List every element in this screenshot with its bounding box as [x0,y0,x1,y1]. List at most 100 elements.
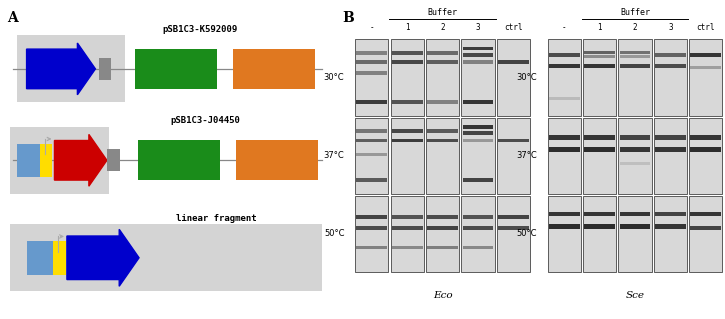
Bar [357,130,387,133]
Text: 30°C: 30°C [324,73,344,82]
Text: A: A [7,11,17,25]
Bar [355,39,389,116]
Bar [463,178,494,182]
Bar [426,196,459,272]
Bar [463,60,494,64]
Bar [497,117,530,194]
Bar [690,53,721,56]
Text: 37°C: 37°C [323,151,344,160]
Bar [547,196,581,272]
Bar [654,39,687,116]
Text: pSB1C3-J04450: pSB1C3-J04450 [170,116,240,125]
FancyArrow shape [54,134,107,186]
Bar [461,196,494,272]
Text: linear fragment: linear fragment [176,214,257,223]
Bar [463,246,494,249]
Bar [690,147,721,152]
Bar [357,178,387,182]
Bar [357,100,387,104]
Bar [40,144,52,177]
Text: 30°C: 30°C [516,73,537,82]
Text: 37°C: 37°C [516,151,537,160]
Bar [497,39,530,116]
Bar [654,117,687,194]
Bar [498,215,529,219]
Bar [392,130,423,133]
Text: Buffer: Buffer [428,8,457,17]
Text: Eco: Eco [433,292,452,300]
Bar [392,60,423,64]
Bar [584,64,615,68]
Bar [547,39,581,116]
Bar [584,212,615,216]
Bar [498,226,529,230]
Bar [107,149,120,171]
Bar [463,215,494,219]
Bar [461,117,494,194]
Bar [138,140,220,180]
Bar [655,64,686,68]
Bar [498,60,529,64]
Bar [549,224,579,229]
Bar [690,135,721,140]
Bar [426,39,459,116]
Bar [620,212,650,216]
Bar [618,117,652,194]
Bar [618,196,652,272]
Bar [357,153,387,156]
Bar [392,246,423,249]
Bar [427,130,458,133]
Bar [392,215,423,219]
Text: -: - [370,23,374,32]
Bar [584,51,615,54]
Text: 1: 1 [405,23,410,32]
Bar [427,100,458,104]
Text: 2: 2 [633,23,637,32]
Text: 3: 3 [668,23,673,32]
Bar [654,196,687,272]
Text: 1: 1 [597,23,602,32]
Bar [357,138,387,142]
Bar [391,39,423,116]
Text: Sce: Sce [626,292,645,300]
Bar [584,135,615,140]
Bar [357,60,387,64]
Text: ctrl: ctrl [504,23,523,32]
Bar [427,215,458,219]
Bar [549,212,579,216]
Bar [426,117,459,194]
Bar [547,117,581,194]
Bar [620,56,650,58]
Bar [392,138,423,142]
Bar [135,49,217,89]
Bar [620,224,650,229]
Bar [655,147,686,152]
Bar [689,117,722,194]
Bar [427,60,458,64]
FancyArrow shape [27,43,96,95]
Bar [99,58,111,80]
Text: Buffer: Buffer [620,8,650,17]
Bar [357,51,387,55]
Bar [655,135,686,140]
Bar [357,226,387,230]
Bar [463,53,494,56]
Bar [17,35,125,102]
Bar [427,138,458,142]
Bar [427,51,458,55]
Bar [584,56,615,58]
Bar [236,140,318,180]
Bar [584,224,615,229]
Bar [583,39,616,116]
Bar [690,226,721,230]
Bar [655,53,686,56]
Bar [392,100,423,104]
Text: 50°C: 50°C [516,229,537,238]
Bar [549,147,579,152]
Bar [690,66,721,69]
Bar [620,162,650,165]
Bar [463,47,494,50]
Bar [463,125,494,129]
Bar [463,131,494,135]
Bar [620,51,650,54]
